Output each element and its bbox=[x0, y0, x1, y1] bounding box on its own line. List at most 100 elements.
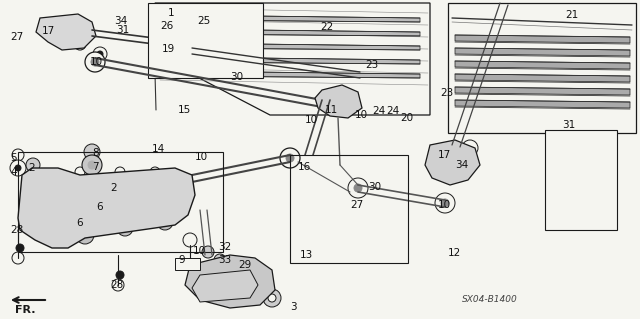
Text: 20: 20 bbox=[400, 113, 413, 123]
Polygon shape bbox=[36, 14, 96, 50]
Circle shape bbox=[115, 167, 125, 177]
Text: 2: 2 bbox=[28, 163, 35, 173]
Polygon shape bbox=[170, 43, 420, 50]
Text: 27: 27 bbox=[350, 200, 364, 210]
Text: 12: 12 bbox=[448, 248, 461, 258]
Text: 6: 6 bbox=[76, 218, 83, 228]
Text: 15: 15 bbox=[178, 105, 191, 115]
Text: SX04-B1400: SX04-B1400 bbox=[462, 295, 518, 304]
Text: 9: 9 bbox=[178, 255, 184, 265]
Circle shape bbox=[53, 20, 77, 44]
Polygon shape bbox=[185, 255, 275, 308]
Text: FR.: FR. bbox=[15, 305, 35, 315]
Text: 30: 30 bbox=[368, 182, 381, 192]
Polygon shape bbox=[155, 3, 430, 115]
Circle shape bbox=[354, 184, 362, 192]
Circle shape bbox=[183, 233, 197, 247]
Polygon shape bbox=[455, 87, 630, 95]
Text: 23: 23 bbox=[365, 60, 378, 70]
Polygon shape bbox=[425, 140, 480, 185]
Text: 34: 34 bbox=[114, 16, 127, 26]
Circle shape bbox=[436, 146, 468, 178]
Circle shape bbox=[268, 294, 276, 302]
Circle shape bbox=[347, 72, 353, 78]
Circle shape bbox=[286, 154, 294, 162]
Circle shape bbox=[441, 199, 449, 207]
Circle shape bbox=[75, 167, 85, 177]
Circle shape bbox=[85, 52, 105, 72]
Text: 22: 22 bbox=[320, 22, 333, 32]
Circle shape bbox=[97, 51, 103, 57]
Text: 14: 14 bbox=[152, 144, 165, 154]
Bar bbox=[448, 3, 636, 133]
Text: 29: 29 bbox=[238, 260, 252, 270]
Text: 8: 8 bbox=[92, 148, 99, 158]
Text: 10: 10 bbox=[195, 152, 208, 162]
Circle shape bbox=[445, 155, 459, 169]
Circle shape bbox=[74, 38, 86, 50]
Circle shape bbox=[91, 201, 119, 229]
Circle shape bbox=[590, 142, 602, 154]
Circle shape bbox=[574, 166, 586, 178]
Circle shape bbox=[572, 152, 578, 158]
Circle shape bbox=[222, 264, 258, 300]
Circle shape bbox=[166, 21, 184, 39]
Circle shape bbox=[12, 149, 24, 161]
Circle shape bbox=[10, 160, 26, 176]
Text: 1: 1 bbox=[168, 8, 175, 18]
Circle shape bbox=[16, 244, 24, 252]
Circle shape bbox=[343, 68, 357, 82]
Circle shape bbox=[55, 195, 75, 215]
Polygon shape bbox=[455, 100, 630, 108]
Circle shape bbox=[578, 170, 582, 174]
Bar bbox=[148, 3, 263, 78]
Polygon shape bbox=[455, 74, 630, 82]
Text: 33: 33 bbox=[218, 255, 231, 265]
Circle shape bbox=[318, 99, 326, 107]
Circle shape bbox=[82, 155, 102, 175]
Circle shape bbox=[246, 21, 260, 35]
Circle shape bbox=[91, 58, 99, 66]
Circle shape bbox=[84, 144, 100, 160]
Polygon shape bbox=[455, 48, 630, 56]
Text: 26: 26 bbox=[160, 21, 173, 31]
Circle shape bbox=[99, 209, 111, 221]
Text: 32: 32 bbox=[218, 242, 231, 252]
Circle shape bbox=[567, 147, 583, 163]
Circle shape bbox=[312, 93, 332, 113]
Circle shape bbox=[102, 175, 122, 195]
Text: 10: 10 bbox=[438, 200, 451, 210]
Circle shape bbox=[157, 214, 173, 230]
Circle shape bbox=[358, 78, 368, 88]
Circle shape bbox=[370, 82, 380, 92]
Text: 5: 5 bbox=[10, 153, 17, 163]
Circle shape bbox=[60, 27, 70, 37]
Text: 28: 28 bbox=[10, 225, 23, 235]
Circle shape bbox=[39, 221, 57, 239]
Text: 24: 24 bbox=[372, 106, 385, 116]
Text: 6: 6 bbox=[96, 202, 102, 212]
Circle shape bbox=[142, 200, 162, 220]
Circle shape bbox=[210, 280, 220, 290]
Circle shape bbox=[93, 47, 107, 61]
Circle shape bbox=[112, 279, 124, 291]
Circle shape bbox=[280, 148, 300, 168]
Circle shape bbox=[43, 183, 87, 227]
Text: 31: 31 bbox=[562, 120, 575, 130]
Text: 31: 31 bbox=[116, 25, 129, 35]
Circle shape bbox=[435, 193, 455, 213]
Text: 23: 23 bbox=[440, 88, 453, 98]
Circle shape bbox=[381, 87, 391, 97]
Circle shape bbox=[194, 32, 206, 44]
Circle shape bbox=[184, 43, 200, 59]
Text: 30: 30 bbox=[230, 72, 243, 82]
Text: 3: 3 bbox=[290, 302, 296, 312]
Bar bbox=[175, 258, 200, 270]
Circle shape bbox=[88, 161, 96, 169]
Circle shape bbox=[26, 158, 40, 172]
Circle shape bbox=[334, 99, 342, 107]
Circle shape bbox=[462, 140, 478, 156]
Polygon shape bbox=[170, 29, 420, 36]
Text: 2: 2 bbox=[110, 183, 116, 193]
Circle shape bbox=[203, 273, 227, 297]
